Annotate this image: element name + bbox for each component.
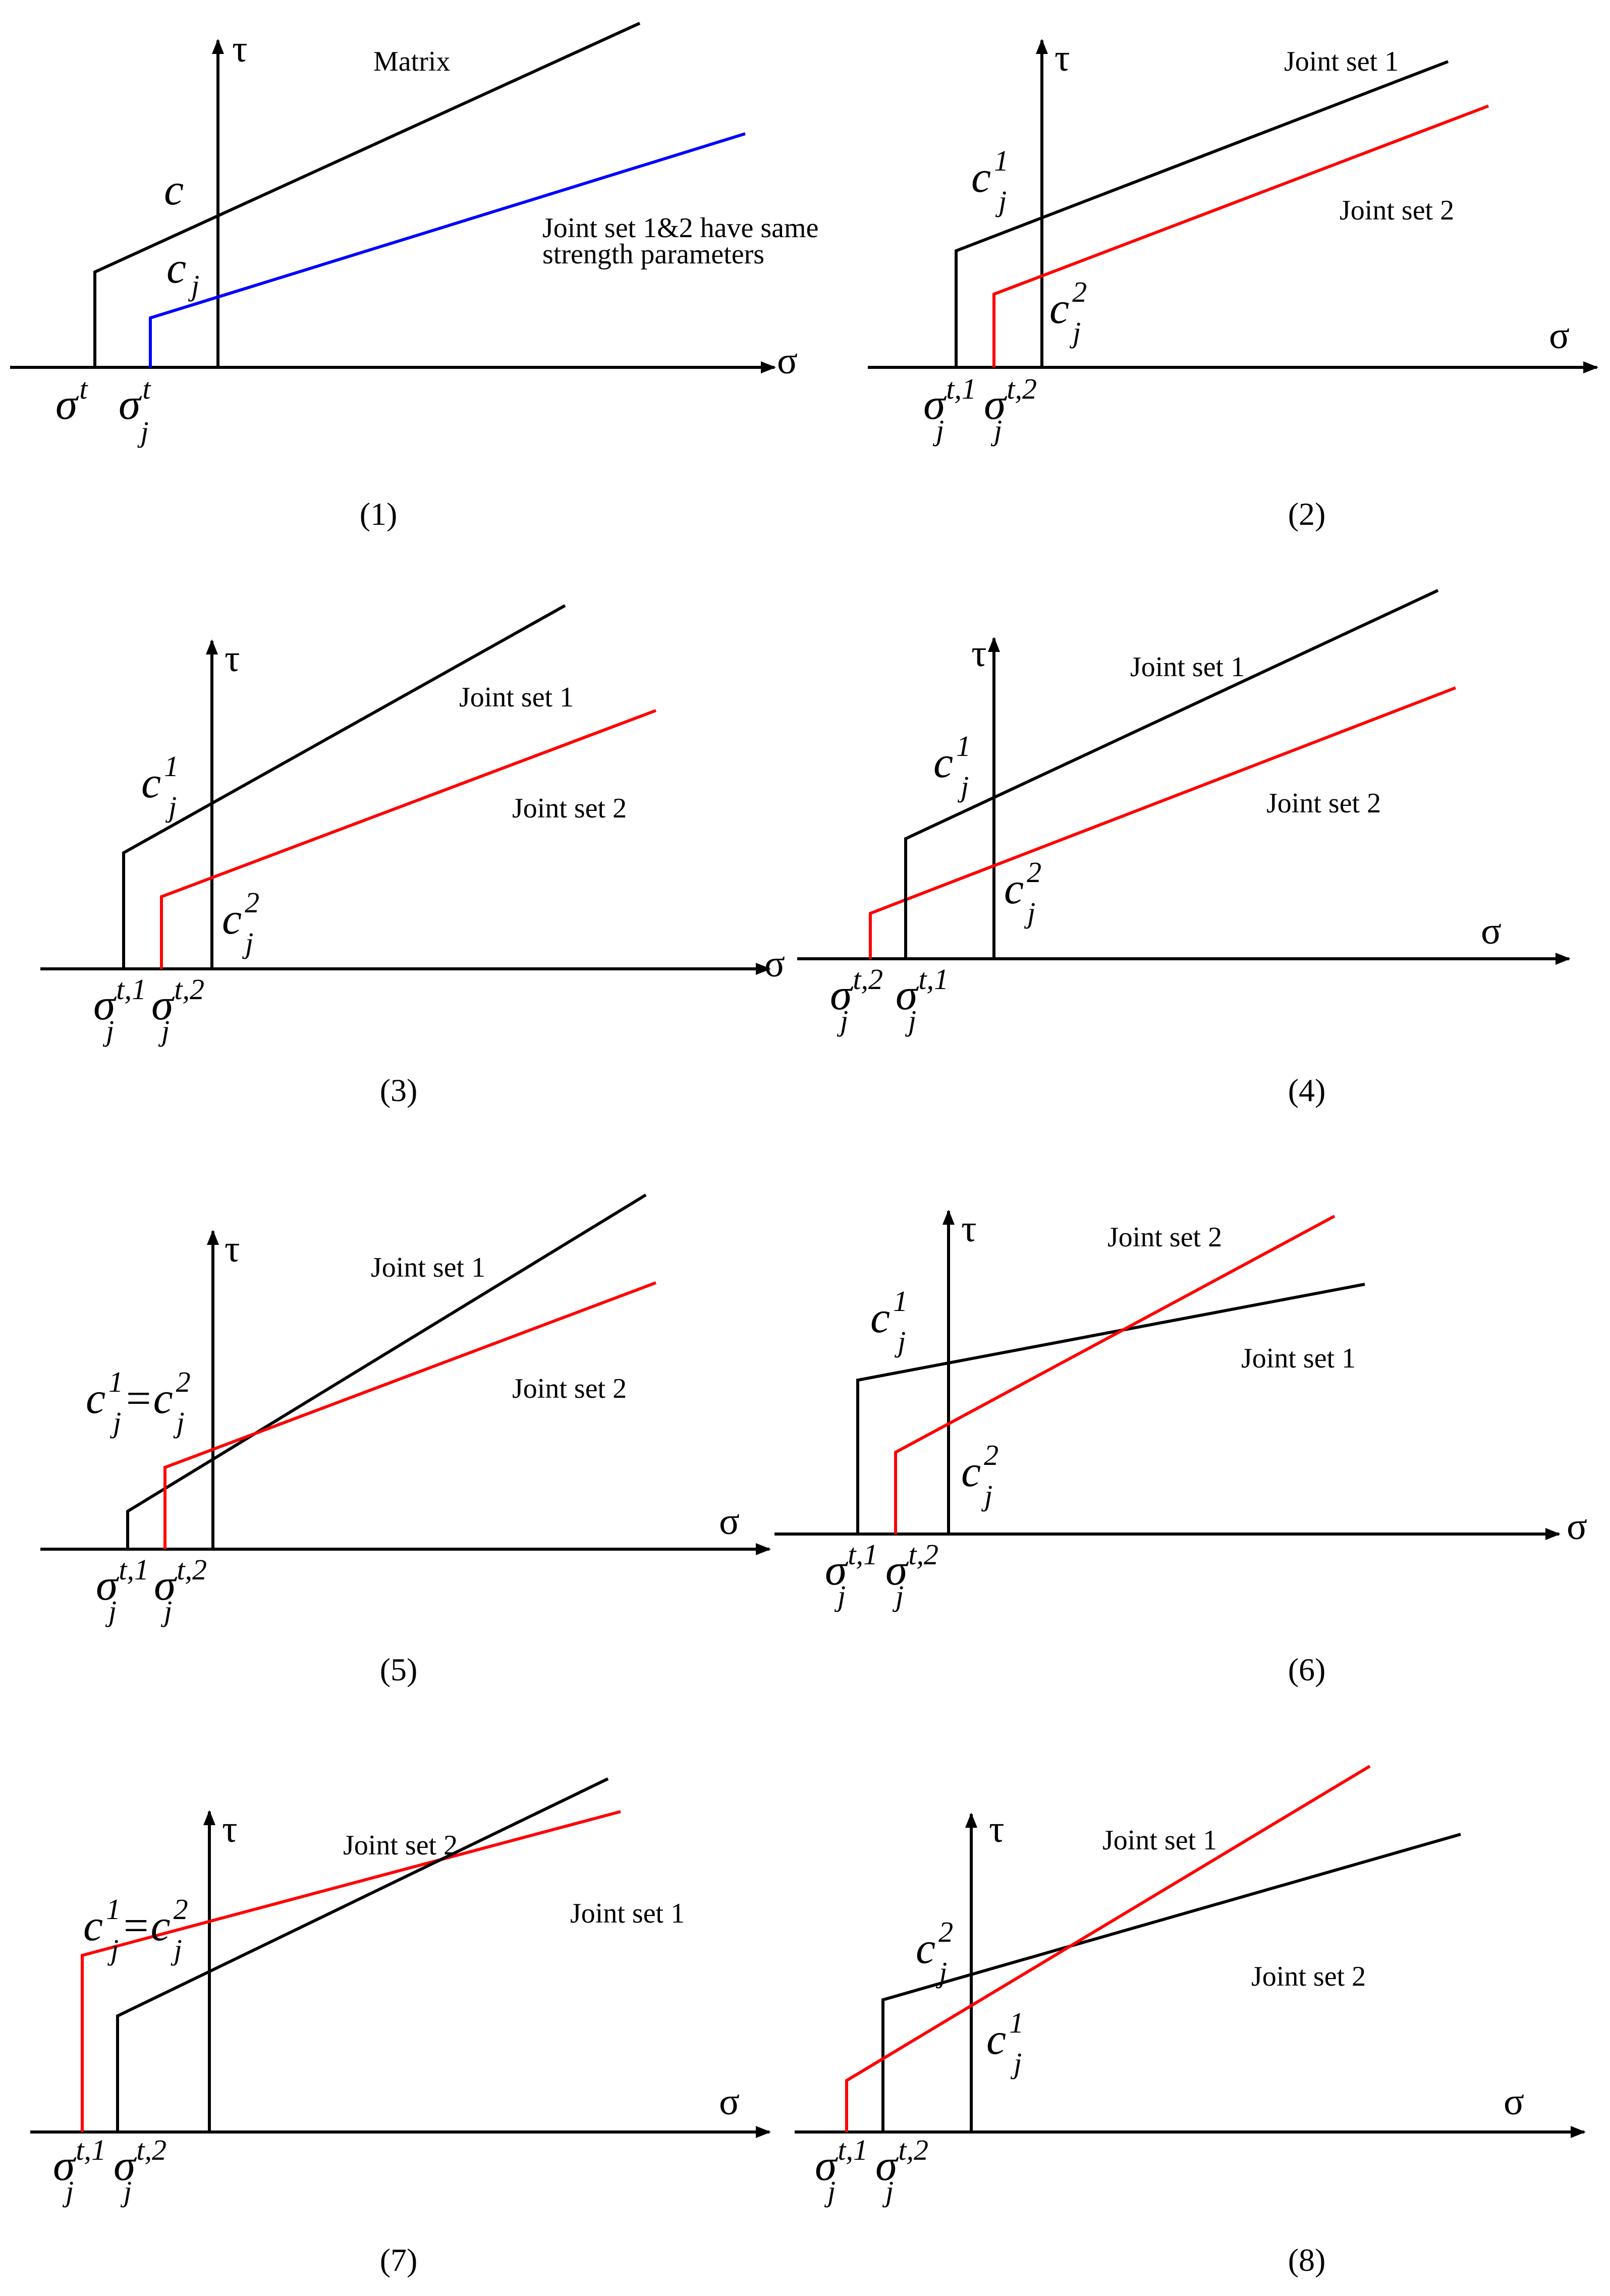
sigma-axis-label: σ xyxy=(719,1500,740,1543)
sigma-t-symbol: σt xyxy=(55,372,88,429)
sigma-t2-symbol: σt,2 j xyxy=(885,1538,938,1612)
c-symbol: c xyxy=(164,166,184,214)
sigma-t2-symbol: σt,2 j xyxy=(151,973,204,1047)
joint-set-1-label: Joint set 1 xyxy=(1284,46,1399,77)
matrix-label: Matrix xyxy=(373,46,450,77)
joint-envelope xyxy=(149,132,746,367)
tau-axis-label: τ xyxy=(225,1228,240,1270)
sigma-axis-label: σ xyxy=(1504,2081,1524,2123)
panel-7: σ τ Joint set 2 Joint set 1 c 1 j=c 2 j σt,1… xyxy=(30,1777,771,2278)
sigma-tj-symbol: σt j xyxy=(119,372,151,448)
c-equal-symbol: c 1 j=c 2 j xyxy=(86,1365,191,1439)
sigma-axis-label: σ xyxy=(1549,314,1570,357)
sigma-axis-label: σ xyxy=(1567,1505,1587,1548)
sigma-t2-symbol: σt,2 j xyxy=(114,2134,166,2208)
joint-set-1-label: Joint set 1 xyxy=(570,1898,685,1929)
sigma-t1-symbol: σt,1 j xyxy=(96,1553,149,1627)
joint-set-1-envelope xyxy=(904,589,1439,959)
caption-2: (2) xyxy=(1288,496,1326,532)
joint-set-2-label: Joint set 2 xyxy=(343,1830,458,1861)
joint-set-2-envelope xyxy=(163,1281,657,1549)
joint-set-2-envelope xyxy=(881,1833,1461,2132)
joint-set-2-label: Joint set 2 xyxy=(512,793,627,824)
joint-set-1-label: Joint set 1 xyxy=(1102,1825,1217,1856)
panel-1: σ τ Matrix Joint set 1&2 have same stren… xyxy=(10,22,818,532)
joint-set-2-envelope xyxy=(992,104,1489,367)
sigma-t1-symbol: σt,1 j xyxy=(896,963,949,1037)
sigma-t1-symbol: σt,1 j xyxy=(93,973,146,1047)
caption-8: (8) xyxy=(1288,2242,1326,2278)
tau-axis-label: τ xyxy=(222,1808,238,1850)
matrix-envelope xyxy=(93,22,641,367)
joint-set-1-envelope xyxy=(845,1765,1371,2132)
panel-5: σ τ Joint set 1 Joint set 2 c 1 j=c 2 j σt,1… xyxy=(40,1193,771,1687)
joint-set-2-label: Joint set 2 xyxy=(512,1373,627,1404)
sigma-t2-symbol: σt,2 j xyxy=(154,1553,207,1627)
joint-set-1-envelope xyxy=(955,60,1449,367)
sigma-t2-symbol: σt,2 j xyxy=(830,963,883,1037)
caption-4: (4) xyxy=(1288,1072,1326,1108)
tau-axis-label: τ xyxy=(1054,37,1070,79)
joint-set-1-label: Joint set 1 xyxy=(371,1252,485,1283)
note-line-2: strength parameters xyxy=(542,239,764,270)
tau-axis-label: τ xyxy=(971,632,987,675)
joint-set-2-envelope xyxy=(116,1777,609,2132)
joint-set-2-envelope xyxy=(869,686,1457,959)
joint-set-2-envelope xyxy=(160,709,657,969)
joint-set-1-envelope xyxy=(856,1283,1365,1534)
caption-1: (1) xyxy=(360,496,398,532)
sigma-t1-symbol: σt,1 j xyxy=(825,1538,878,1612)
c-equal-symbol: c 1 j=c 2 j xyxy=(83,1893,188,1966)
sigma-t1-symbol: σt,1 j xyxy=(53,2134,106,2208)
sigma-t2-symbol: σt,2 j xyxy=(984,372,1037,447)
tau-axis-label: τ xyxy=(961,1208,977,1250)
sigma-axis-label: σ xyxy=(1481,910,1502,952)
joint-set-1-envelope xyxy=(122,604,566,969)
joint-set-1-label: Joint set 1 xyxy=(459,682,574,713)
sigma-t1-symbol: σt,1 j xyxy=(923,372,976,447)
sigma-axis-label: σ xyxy=(719,2081,740,2123)
tau-axis-label: τ xyxy=(225,637,240,680)
joint-set-2-label: Joint set 2 xyxy=(1266,788,1381,819)
sigma-t1-symbol: σt,1 j xyxy=(815,2134,868,2208)
tau-axis-label: τ xyxy=(989,1808,1005,1850)
sigma-axis-label: σ xyxy=(777,340,798,382)
joint-set-2-envelope xyxy=(894,1215,1336,1534)
joint-set-1-label: Joint set 1 xyxy=(1241,1343,1356,1374)
note-line-1: Joint set 1&2 have same xyxy=(542,212,818,244)
joint-set-1-envelope xyxy=(126,1193,647,1549)
joint-set-1-label: Joint set 1 xyxy=(1130,651,1245,683)
sigma-t2-symbol: σt,2 j xyxy=(875,2134,928,2208)
caption-3: (3) xyxy=(380,1072,418,1108)
joint-set-2-label: Joint set 2 xyxy=(1107,1222,1222,1253)
joint-set-2-label: Joint set 2 xyxy=(1340,195,1454,226)
tau-axis-label: τ xyxy=(232,28,248,70)
caption-6: (6) xyxy=(1288,1652,1326,1687)
sigma-axis-label: σ xyxy=(764,943,785,985)
joint-set-2-label: Joint set 2 xyxy=(1251,1961,1366,1992)
caption-7: (7) xyxy=(380,2242,418,2278)
caption-5: (5) xyxy=(380,1652,418,1687)
